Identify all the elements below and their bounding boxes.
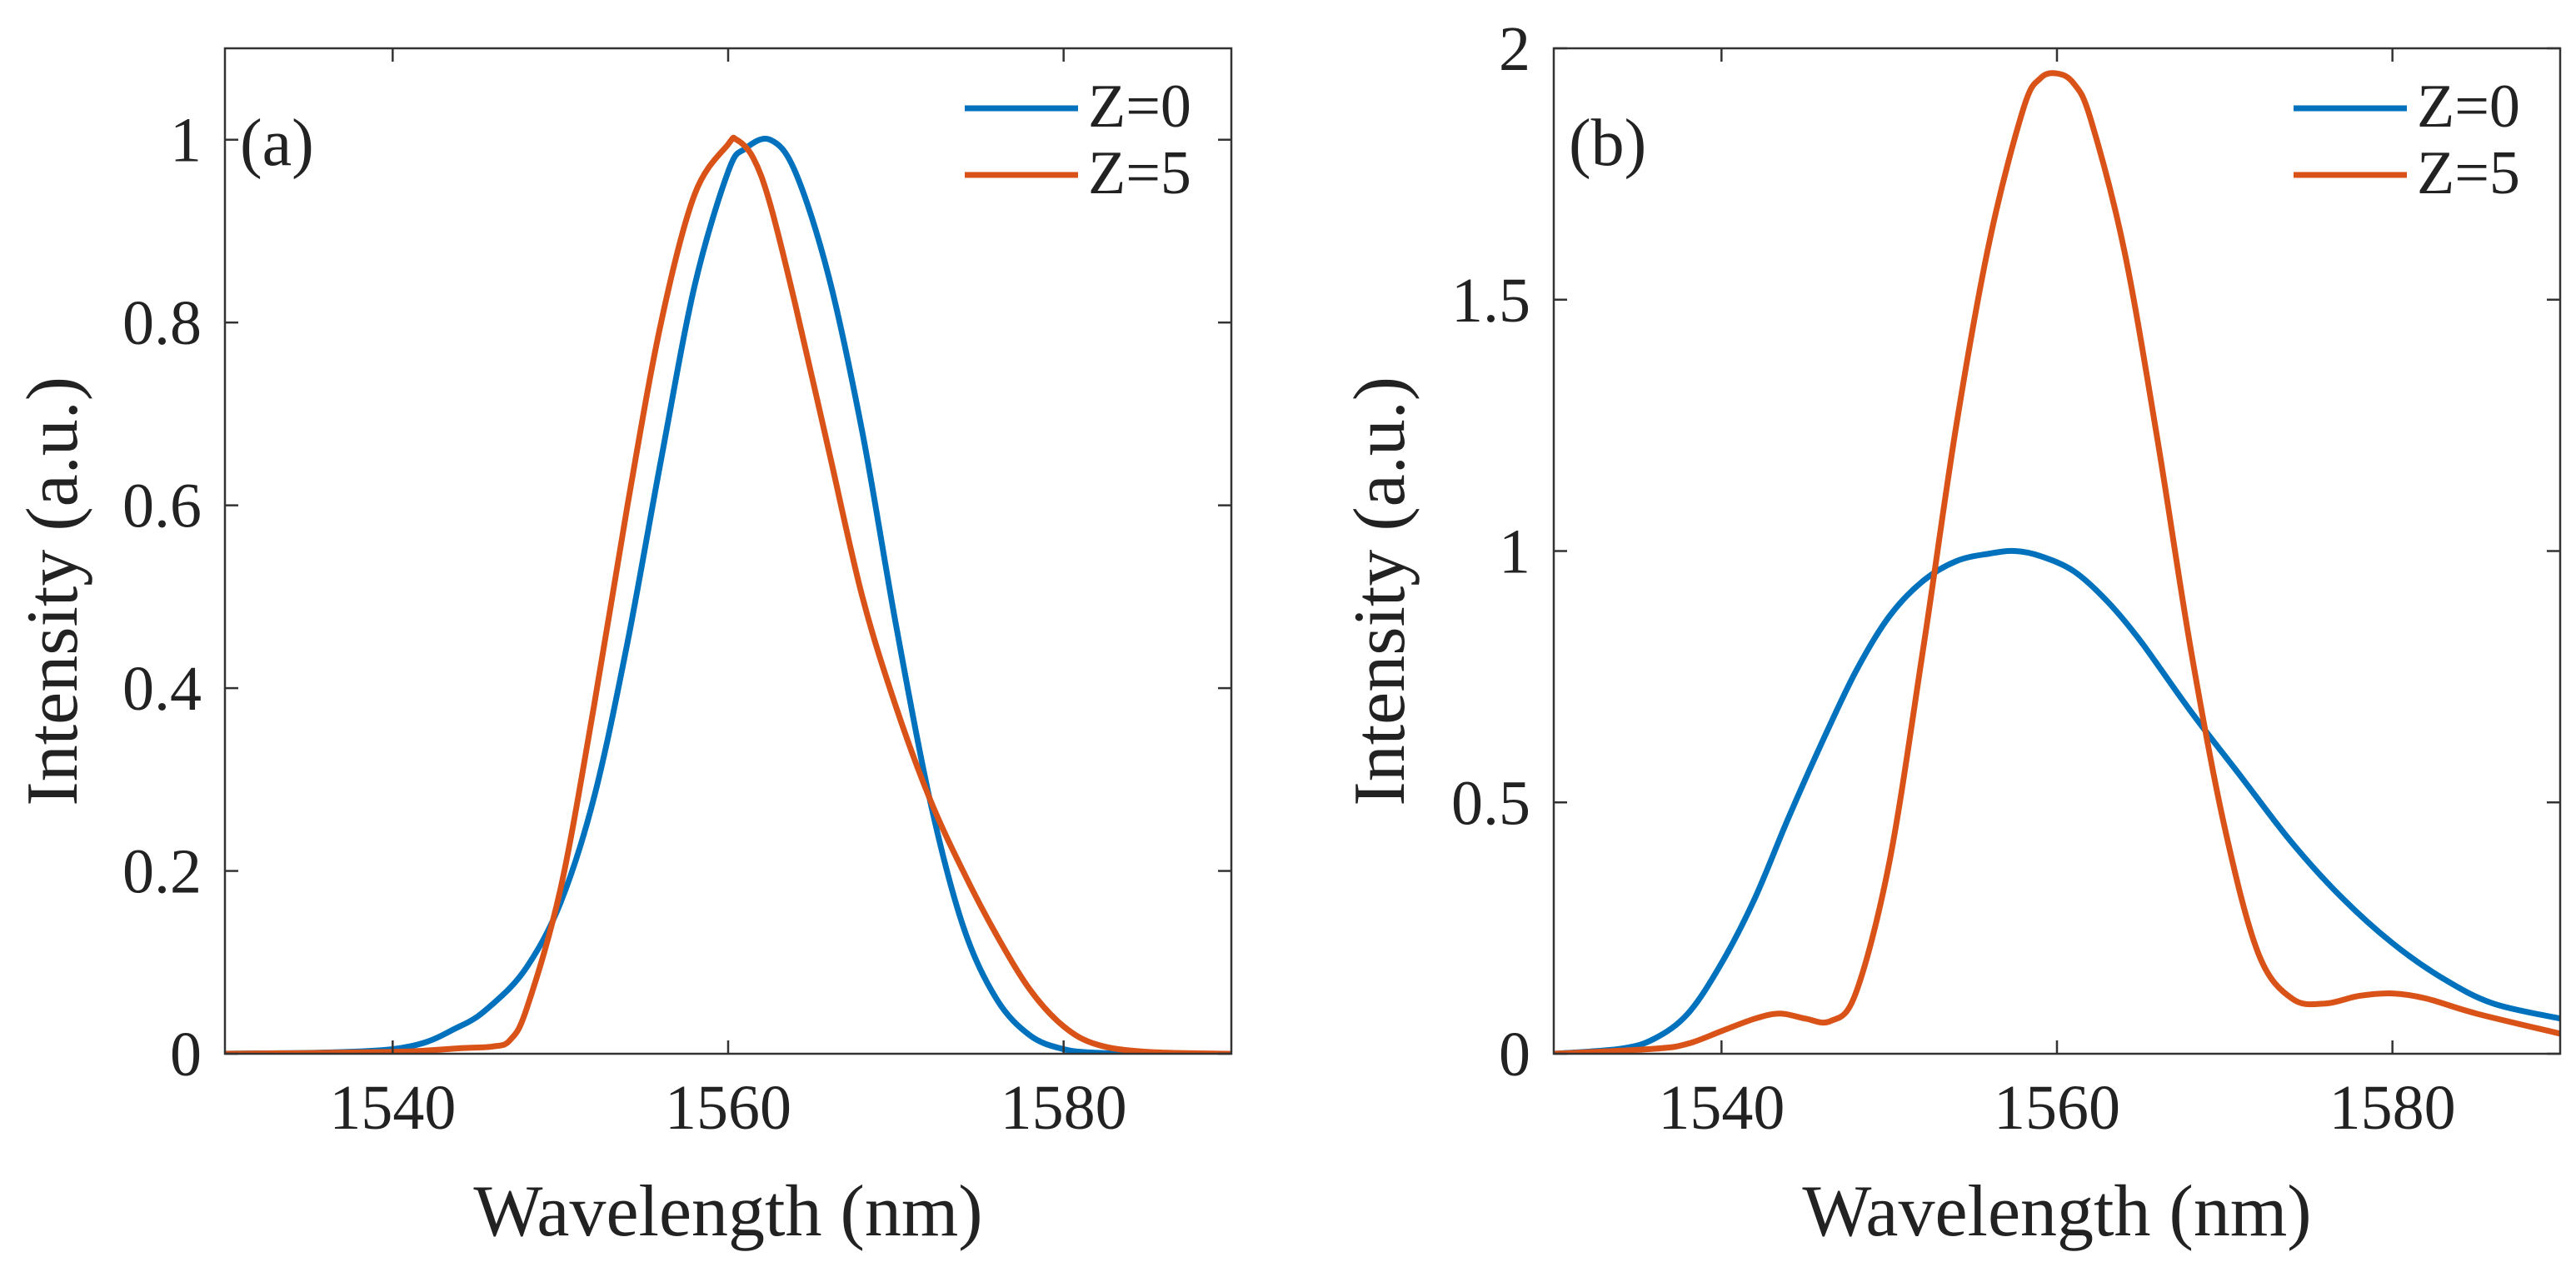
- y-tick-label: 0: [170, 1020, 202, 1090]
- y-axis-label: Intensity (a.u.): [12, 377, 93, 806]
- legend-label-z0: Z=0: [1088, 72, 1191, 141]
- series-line-z5: [1554, 70, 2560, 1054]
- y-tick-label: 0.8: [122, 288, 202, 358]
- x-axis-label: Wavelength (nm): [1802, 1171, 2311, 1252]
- series-line-z0: [225, 136, 1231, 1054]
- series-line-z5: [225, 134, 1231, 1054]
- x-tick-label: 1580: [2329, 1073, 2456, 1143]
- x-tick-label: 1540: [1658, 1073, 1785, 1143]
- y-tick-label: 0.2: [122, 837, 202, 907]
- x-tick-label: 1540: [329, 1073, 456, 1143]
- axes-frame: [223, 47, 1233, 1055]
- chart-panel-a: 1540 1560 1580 0 0.2 0.4 0.6 0.8 1 Wavelength (nm…: [12, 47, 1233, 1252]
- y-tick-label: 1.5: [1451, 266, 1530, 336]
- y-tick-label: 1: [170, 106, 202, 176]
- y-tick-label: 1: [1499, 517, 1530, 587]
- x-tick-label: 1560: [1994, 1073, 2120, 1143]
- legend-label-z5: Z=5: [2417, 139, 2520, 207]
- panel-label: (b): [1569, 107, 1646, 180]
- y-tick-label: 0.5: [1451, 768, 1530, 838]
- x-tick-label: 1560: [665, 1073, 791, 1143]
- y-tick-label: 0: [1499, 1020, 1530, 1090]
- legend-label-z5: Z=5: [1088, 139, 1191, 207]
- axes-frame: [1552, 47, 2562, 1055]
- legend-label-z0: Z=0: [2417, 72, 2520, 141]
- legend: Z=0Z=5: [2294, 72, 2520, 207]
- panel-label: (a): [240, 107, 314, 180]
- legend: Z=0Z=5: [965, 72, 1191, 207]
- y-axis-label: Intensity (a.u.): [1340, 377, 1420, 806]
- series-line-z0: [1554, 547, 2560, 1054]
- x-tick-label: 1580: [1001, 1073, 1127, 1143]
- x-axis-label: Wavelength (nm): [473, 1171, 982, 1252]
- y-tick-label: 0.4: [122, 654, 202, 724]
- y-tick-label: 2: [1499, 14, 1530, 84]
- chart-panel-b: 1540 1560 1580 0 0.5 1 1.5 2 Wavelength (nm) Inte…: [1340, 14, 2562, 1252]
- y-tick-label: 0.6: [122, 471, 202, 541]
